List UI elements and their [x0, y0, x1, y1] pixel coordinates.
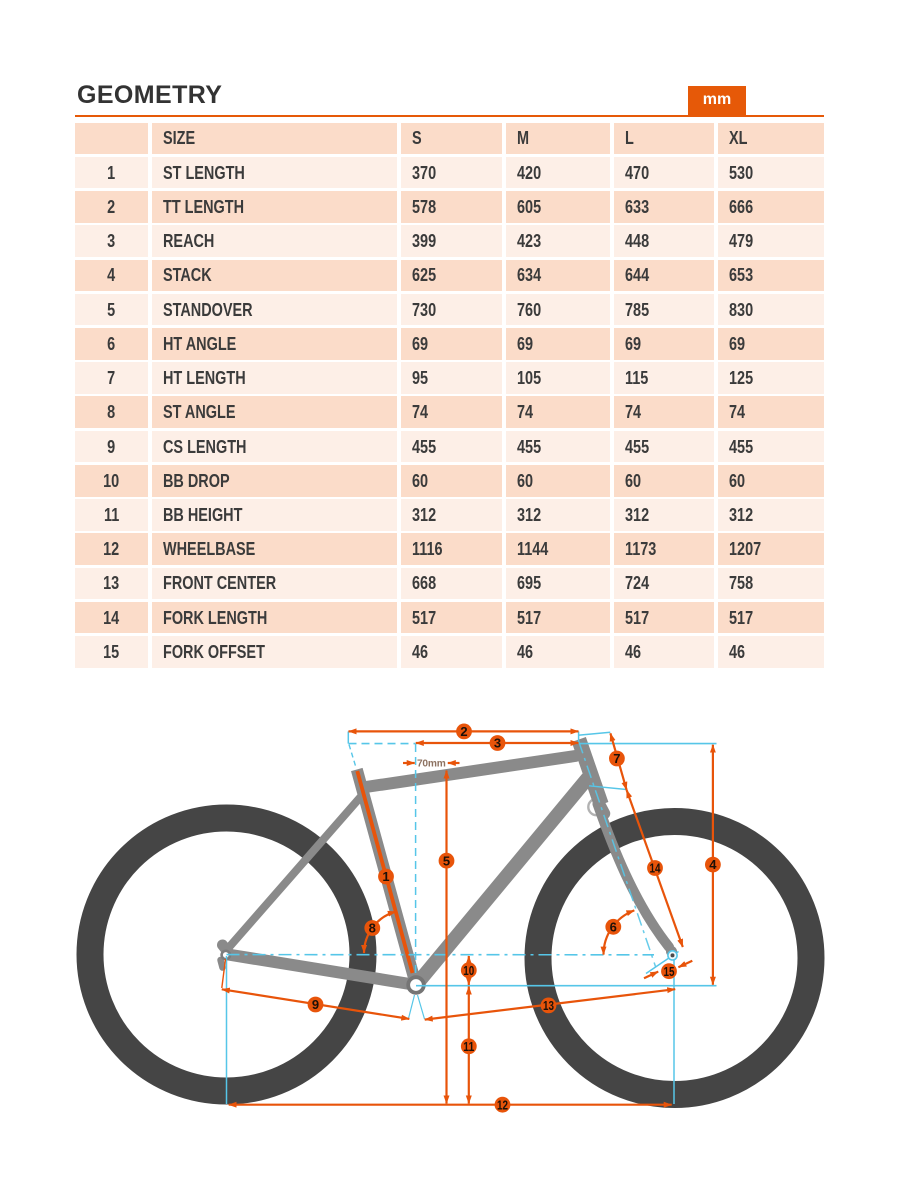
svg-text:4: 4 [709, 857, 717, 872]
svg-text:3: 3 [494, 736, 501, 751]
svg-text:5: 5 [443, 853, 450, 868]
svg-text:14: 14 [650, 861, 662, 876]
svg-text:12: 12 [497, 1097, 508, 1112]
svg-text:1: 1 [382, 869, 389, 884]
svg-text:15: 15 [664, 964, 675, 979]
svg-text:9: 9 [312, 997, 319, 1012]
svg-text:2: 2 [460, 724, 467, 739]
svg-text:7: 7 [613, 751, 620, 766]
svg-text:10: 10 [463, 963, 474, 978]
svg-text:70mm: 70mm [417, 759, 446, 770]
svg-text:11: 11 [463, 1039, 474, 1054]
svg-text:6: 6 [610, 919, 617, 934]
svg-text:8: 8 [369, 921, 376, 936]
svg-text:13: 13 [543, 998, 554, 1013]
